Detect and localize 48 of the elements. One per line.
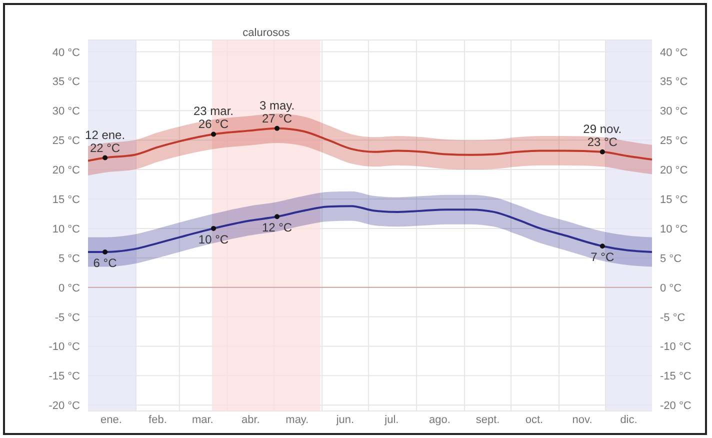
annotation: 12 ene. 22 °C xyxy=(85,128,126,155)
y-tick-label: 0 °C xyxy=(58,282,80,294)
x-tick-label: may. xyxy=(286,414,309,426)
y-tick-label: -15 °C xyxy=(48,370,80,383)
y2-tick-label: 20 °C xyxy=(660,164,688,177)
y2-tick-label: 0 °C xyxy=(660,282,682,294)
y2-tick-label: -10 °C xyxy=(660,341,692,354)
y-tick-label: -5 °C xyxy=(54,312,80,324)
x-tick-label: jul. xyxy=(384,414,399,426)
x-tick-label: sept. xyxy=(476,414,500,426)
y2-tick-label: 30 °C xyxy=(660,106,688,118)
x-tick-label: ene. xyxy=(100,414,122,426)
annotation: 29 nov. 23 °C xyxy=(583,122,622,149)
x-tick-label: oct. xyxy=(525,414,544,426)
annotation: 7 °C xyxy=(590,250,614,264)
y-tick-label: 15 °C xyxy=(52,194,80,206)
y-tick-label: -10 °C xyxy=(48,341,80,354)
x-tick-label: dic. xyxy=(620,414,638,426)
y2-tick-label: -5 °C xyxy=(660,312,686,324)
y-tick-label: -20 °C xyxy=(48,400,80,412)
annotation: 6 °C xyxy=(93,256,118,270)
y-tick-label: 40 °C xyxy=(52,46,80,59)
y-tick-label: 10 °C xyxy=(52,223,80,236)
y2-tick-label: 5 °C xyxy=(660,252,682,265)
annotation: 12 °C xyxy=(262,220,292,235)
y2-tick-label: 35 °C xyxy=(660,76,688,88)
y-tick-label: 5 °C xyxy=(58,252,80,265)
x-tick-label: feb. xyxy=(148,414,167,426)
x-tick-label: mar. xyxy=(192,414,214,426)
y-tick-label: 25 °C xyxy=(52,135,80,148)
x-tick-label: ago. xyxy=(429,414,450,426)
x-tick-label: nov. xyxy=(572,414,592,426)
y2-tick-label: 40 °C xyxy=(660,46,688,59)
y2-tick-label: -15 °C xyxy=(660,370,692,383)
y-tick-label: 30 °C xyxy=(52,106,80,118)
annotation: 10 °C xyxy=(198,232,229,246)
y2-tick-label: 10 °C xyxy=(660,223,688,236)
y2-tick-label: 25 °C xyxy=(660,135,688,148)
band-label: calurosos xyxy=(242,27,290,39)
x-tick-label: abr. xyxy=(242,414,260,426)
x-tick-label: jun. xyxy=(335,414,354,426)
y2-tick-label: 15 °C xyxy=(660,194,688,206)
line-series xyxy=(88,205,652,254)
y2-tick-label: -20 °C xyxy=(660,400,692,412)
annotation: 3 may. 27 °C xyxy=(259,98,295,126)
annotation: 23 mar. 26 °C xyxy=(193,104,234,132)
y-tick-label: 20 °C xyxy=(52,164,80,177)
y-tick-label: 35 °C xyxy=(52,76,80,88)
